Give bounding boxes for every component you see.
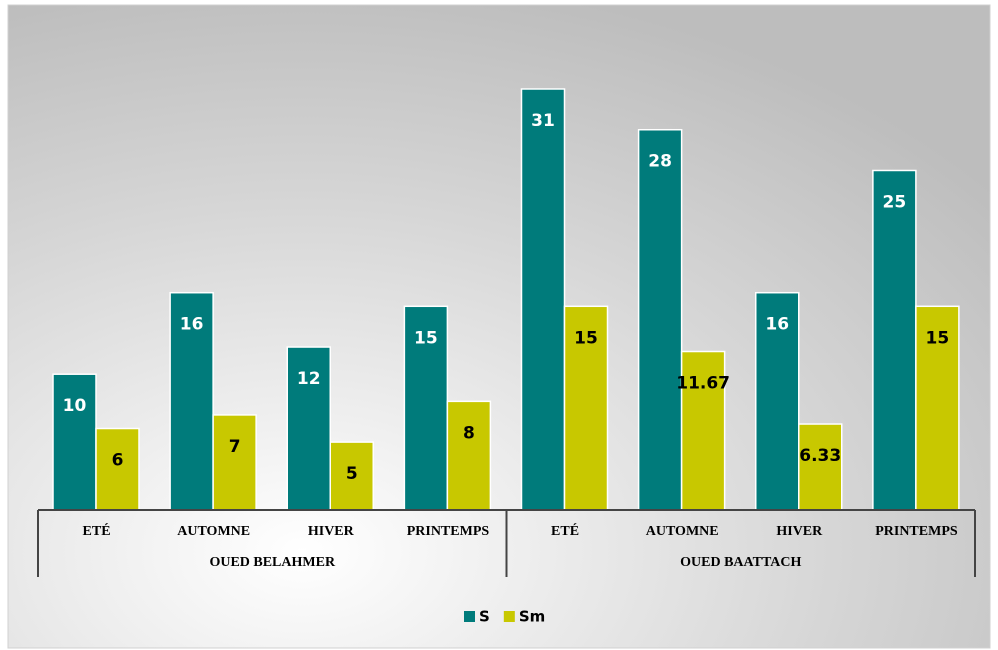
value-label: 6 bbox=[112, 451, 124, 471]
bar bbox=[755, 291, 800, 511]
value-label: 16 bbox=[180, 315, 204, 335]
x-tick-label: PRINTEMPS bbox=[875, 524, 958, 539]
x-tick-label: HIVER bbox=[776, 524, 823, 539]
value-label: 16 bbox=[765, 315, 789, 335]
chart-area bbox=[7, 4, 991, 649]
value-label: 11.67 bbox=[676, 374, 730, 394]
legend-label: S bbox=[479, 608, 490, 626]
bar bbox=[798, 423, 843, 511]
value-label: 6.33 bbox=[799, 446, 841, 466]
value-label: 12 bbox=[297, 369, 321, 389]
bar bbox=[872, 169, 917, 511]
legend-swatch bbox=[503, 611, 515, 622]
value-label: 15 bbox=[414, 328, 438, 348]
x-tick-label: HIVER bbox=[308, 524, 355, 539]
group-label: OUED BAATTACH bbox=[680, 555, 801, 570]
x-tick-label: ETÉ bbox=[551, 522, 579, 539]
bar bbox=[329, 441, 374, 511]
bar bbox=[286, 346, 331, 511]
legend-swatch bbox=[464, 611, 475, 622]
bar bbox=[52, 373, 97, 511]
value-label: 8 bbox=[463, 423, 475, 443]
x-tick-label: PRINTEMPS bbox=[407, 524, 490, 539]
value-label: 25 bbox=[883, 192, 907, 212]
group-label: OUED BELAHMER bbox=[209, 555, 336, 570]
bar bbox=[212, 414, 257, 511]
x-tick-label: ETÉ bbox=[83, 522, 111, 539]
value-label: 15 bbox=[926, 328, 950, 348]
bar bbox=[637, 128, 683, 511]
value-label: 15 bbox=[574, 328, 598, 348]
bar bbox=[169, 291, 214, 511]
bar bbox=[403, 305, 449, 511]
x-tick-label: AUTOMNE bbox=[177, 524, 250, 539]
bar bbox=[446, 400, 492, 511]
value-label: 31 bbox=[531, 111, 555, 131]
value-label: 10 bbox=[63, 396, 87, 416]
x-tick-label: AUTOMNE bbox=[646, 524, 719, 539]
bar bbox=[520, 88, 566, 511]
value-label: 7 bbox=[229, 437, 241, 457]
value-label: 5 bbox=[346, 464, 358, 484]
bar bbox=[680, 350, 726, 511]
legend-label: Sm bbox=[519, 608, 545, 626]
value-label: 28 bbox=[648, 152, 672, 172]
